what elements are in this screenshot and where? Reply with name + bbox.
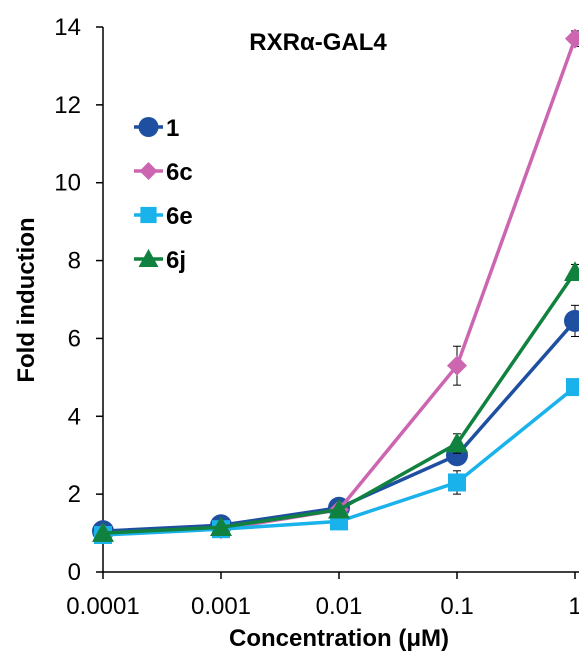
y-tick-label: 4	[68, 403, 81, 430]
data-point-6e	[566, 378, 579, 397]
data-point-6j	[328, 498, 350, 519]
legend-marker	[140, 206, 157, 224]
legend-label: 6e	[166, 203, 193, 230]
data-point-1	[564, 309, 579, 332]
legend-label: 6j	[166, 247, 186, 274]
series-line-6c	[102, 38, 577, 535]
series-layer	[92, 28, 579, 545]
x-tick-label: 1	[568, 593, 579, 620]
legend-label: 6c	[166, 159, 193, 186]
legend-item-6e: 6e	[134, 203, 193, 230]
data-point-6j	[210, 516, 232, 537]
legend-label: 1	[166, 115, 179, 142]
legend-item-6c: 6c	[134, 159, 193, 186]
legend: 1 6c 6e 6j	[134, 115, 193, 274]
legend-marker	[138, 117, 159, 137]
y-tick-label: 2	[68, 481, 81, 508]
data-point-6j	[92, 522, 114, 542]
y-tick-label: 0	[68, 559, 81, 586]
data-point-6e	[448, 473, 466, 492]
legend-marker	[138, 249, 159, 267]
x-tick-label: 0.001	[191, 593, 251, 620]
chart-title: RXRα-GAL4	[249, 29, 387, 56]
data-point-6j	[564, 261, 579, 282]
axes: 0 2 4 6 8 10 12 14 0.0001 0.001 0.01 0.1 1	[54, 14, 579, 620]
data-point-6c	[565, 28, 579, 49]
x-tick-label: 0.01	[316, 593, 363, 620]
legend-item-1: 1	[134, 115, 179, 142]
x-tick-label: 0.1	[440, 593, 473, 620]
y-axis-title: Fold induction	[13, 217, 40, 382]
y-tick-label: 14	[54, 14, 81, 41]
y-tick-label: 10	[54, 170, 81, 197]
legend-marker	[139, 162, 158, 180]
x-tick-label: 0.0001	[66, 593, 139, 620]
y-tick-label: 6	[68, 325, 81, 352]
series-6c	[93, 28, 579, 544]
series-6e	[94, 378, 579, 545]
data-point-6c	[447, 355, 467, 376]
y-tick-label: 12	[54, 92, 81, 119]
data-point-6j	[446, 432, 468, 453]
series-6j	[92, 261, 579, 542]
legend-item-6j: 6j	[134, 247, 186, 274]
y-tick-label: 8	[68, 248, 81, 275]
x-axis-title: Concentration (μM)	[229, 625, 449, 652]
